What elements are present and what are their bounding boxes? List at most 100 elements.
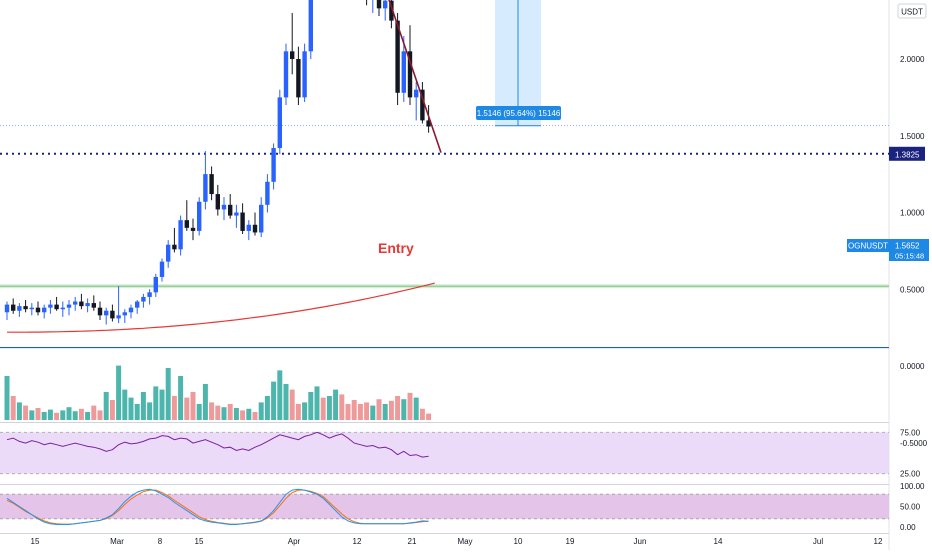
candle[interactable] xyxy=(42,307,47,313)
candle[interactable] xyxy=(389,0,394,21)
candle[interactable] xyxy=(48,304,53,308)
symbol-badge xyxy=(847,239,889,252)
candle[interactable] xyxy=(426,120,431,127)
candle[interactable] xyxy=(302,51,307,98)
candle[interactable] xyxy=(252,224,258,233)
candle[interactable] xyxy=(141,296,146,302)
candle[interactable] xyxy=(54,304,59,310)
candle[interactable] xyxy=(283,51,289,98)
candle[interactable] xyxy=(153,276,158,293)
currency-badge xyxy=(897,3,927,19)
candle[interactable] xyxy=(246,224,251,231)
symbol-label: OGNUSDT xyxy=(848,242,888,251)
stoch-level-label: 100.00 xyxy=(900,482,925,491)
candle[interactable] xyxy=(122,312,127,316)
candle[interactable] xyxy=(166,244,171,262)
time-tick-label: 8 xyxy=(158,537,163,546)
price-tick-label: 2.0000 xyxy=(900,55,925,64)
candle[interactable] xyxy=(376,0,382,9)
time-tick-label: Apr xyxy=(288,537,301,546)
candle[interactable] xyxy=(17,306,22,311)
trendline[interactable] xyxy=(348,0,442,153)
candle[interactable] xyxy=(259,204,264,233)
price-tick-label: -0.5000 xyxy=(900,439,928,448)
support-price-label: 1.3825 xyxy=(895,150,920,159)
volume-bar xyxy=(97,410,103,420)
volume-bar xyxy=(35,408,41,420)
candle[interactable] xyxy=(190,227,196,231)
rsi-line[interactable] xyxy=(6,431,429,458)
candle[interactable] xyxy=(172,244,177,250)
candle[interactable] xyxy=(240,212,245,231)
volume-bar xyxy=(395,396,401,420)
candle[interactable] xyxy=(159,261,165,277)
volume-bar xyxy=(78,408,84,420)
volume-bar xyxy=(10,396,16,420)
candle[interactable] xyxy=(104,310,109,316)
candle[interactable] xyxy=(265,181,270,205)
candle[interactable] xyxy=(414,89,419,98)
candle[interactable] xyxy=(383,0,388,9)
candle[interactable] xyxy=(184,220,189,228)
volume-bar xyxy=(426,413,432,420)
candle[interactable] xyxy=(147,292,152,297)
currency-label: USDT xyxy=(901,8,923,17)
candle[interactable] xyxy=(277,97,282,149)
candle[interactable] xyxy=(209,174,214,195)
candle[interactable] xyxy=(110,310,115,319)
candle[interactable] xyxy=(35,307,41,313)
volume-bar xyxy=(233,408,239,420)
candle[interactable] xyxy=(73,301,78,305)
stoch-k-line[interactable] xyxy=(6,488,429,525)
candle[interactable] xyxy=(60,307,65,310)
candle[interactable] xyxy=(407,51,413,98)
candle[interactable] xyxy=(203,174,208,202)
candle[interactable] xyxy=(135,301,140,308)
moving-average-line[interactable] xyxy=(7,282,435,333)
candle[interactable] xyxy=(271,148,276,182)
candle[interactable] xyxy=(4,304,10,313)
candle[interactable] xyxy=(128,307,134,313)
candle[interactable] xyxy=(197,201,202,231)
candle[interactable] xyxy=(11,304,16,311)
candle[interactable] xyxy=(97,307,103,316)
volume-bar xyxy=(271,381,277,420)
candle[interactable] xyxy=(401,51,406,93)
support-price-badge xyxy=(889,146,925,161)
candle[interactable] xyxy=(91,303,96,308)
volume-bar xyxy=(4,376,10,420)
price-tick-label: 1.5000 xyxy=(900,132,925,141)
candle[interactable] xyxy=(23,306,28,310)
stoch-level-label: 50.00 xyxy=(900,503,921,512)
candle[interactable] xyxy=(79,301,84,307)
volume-bar xyxy=(382,404,388,420)
volume-bar xyxy=(413,397,419,420)
volume-bar xyxy=(295,404,301,420)
candle[interactable] xyxy=(234,212,239,216)
candle[interactable] xyxy=(116,315,121,319)
volume-bar xyxy=(252,412,258,420)
candle[interactable] xyxy=(178,220,183,250)
time-tick-label: 19 xyxy=(566,537,575,546)
candle[interactable] xyxy=(296,59,301,98)
volume-bar xyxy=(388,400,394,420)
volume-bar xyxy=(91,405,97,420)
candle[interactable] xyxy=(66,304,72,308)
volume-bar xyxy=(202,384,208,420)
price-tick-label: 1.0000 xyxy=(900,209,925,218)
volume-bar xyxy=(116,365,122,420)
candle[interactable] xyxy=(290,51,295,59)
candle[interactable] xyxy=(29,307,34,310)
price-tick-label: 0.0000 xyxy=(900,362,925,371)
candle[interactable] xyxy=(420,89,425,121)
candle[interactable] xyxy=(308,0,313,52)
volume-bar xyxy=(47,409,53,420)
candle[interactable] xyxy=(215,194,220,210)
candle[interactable] xyxy=(221,204,227,210)
candle[interactable] xyxy=(228,204,233,216)
volume-bar xyxy=(376,399,382,420)
candle[interactable] xyxy=(85,303,90,307)
candle[interactable] xyxy=(395,20,400,93)
